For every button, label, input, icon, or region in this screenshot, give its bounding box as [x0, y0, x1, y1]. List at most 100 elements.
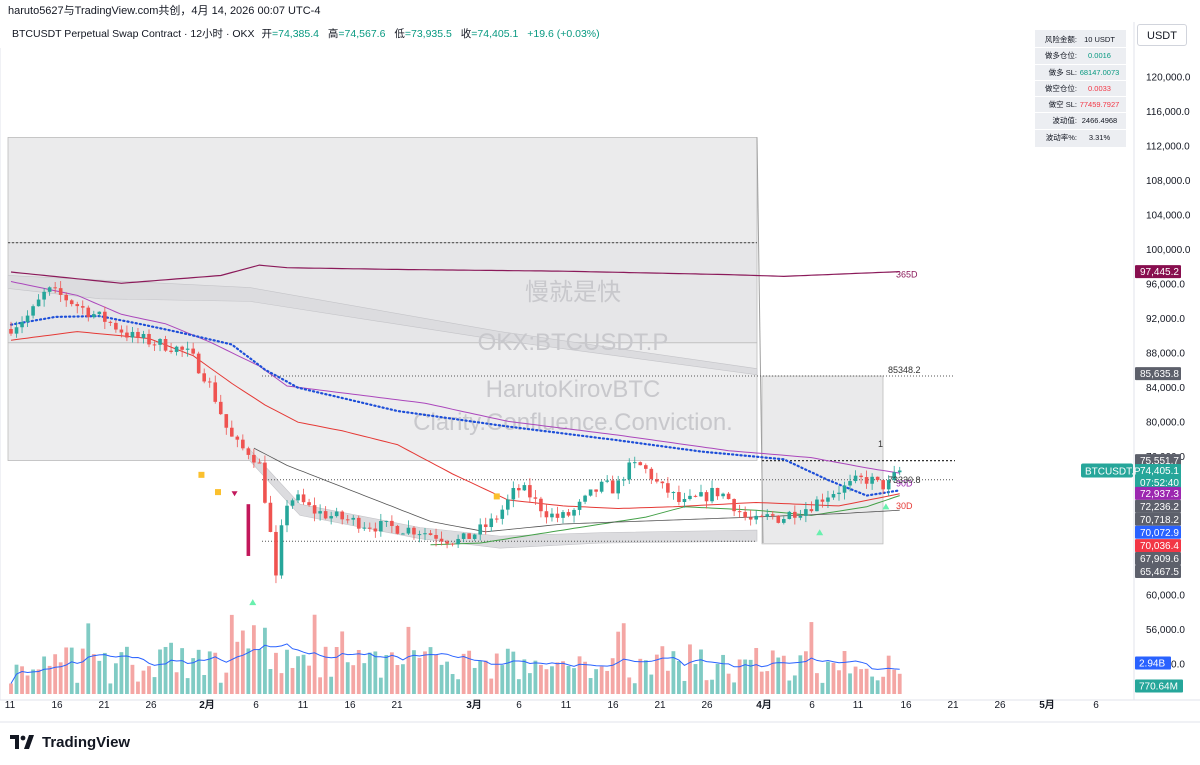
volume-bar: [897, 673, 902, 694]
candle-body: [583, 495, 587, 502]
volume-bar: [136, 681, 140, 694]
volume-bar: [86, 623, 91, 694]
volume-bar: [594, 669, 599, 694]
candle-body: [75, 304, 80, 307]
candle-body: [362, 527, 367, 529]
risk-row: 做空仓位: 0.0033: [1035, 81, 1126, 98]
range-box-top: [7, 137, 758, 244]
candle-body: [892, 472, 896, 481]
risk-row-label: 做多仓位:: [1044, 51, 1077, 61]
volume-bar: [539, 664, 543, 694]
volume-bar: [527, 673, 532, 694]
level-label: 73330.8: [888, 475, 921, 485]
volume-bar: [737, 659, 742, 694]
candle-body: [655, 479, 659, 482]
candle-body: [268, 502, 273, 532]
volume-bar: [831, 662, 836, 694]
candle-body: [417, 534, 422, 536]
candle-body: [715, 487, 720, 497]
candle-body: [213, 382, 218, 402]
candle-body: [743, 511, 747, 518]
candle-body: [897, 470, 902, 473]
risk-row: 波动率%: 3.31%: [1035, 130, 1126, 145]
volume-bar: [434, 654, 438, 694]
price-badge: [1135, 454, 1181, 468]
candle-body: [119, 329, 124, 333]
candle-body: [848, 481, 852, 486]
volume-bar: [864, 668, 869, 694]
time-tick-label: 21: [98, 700, 110, 711]
currency-selector[interactable]: USDT: [1137, 24, 1187, 46]
risk-row-label: 做空 SL:: [1048, 100, 1077, 110]
candle-body: [539, 498, 543, 512]
volume-bar: [147, 666, 151, 694]
candle-body: [191, 348, 195, 354]
volume-bar: [202, 675, 207, 694]
candle-body: [423, 533, 427, 535]
price-tick-label: 56,000.0: [1146, 625, 1185, 636]
time-tick-label: 21: [947, 700, 959, 711]
price-badge-text: 72,236.2: [1140, 502, 1179, 513]
candle-body: [53, 287, 57, 289]
risk-row-value: 0.0016: [1088, 51, 1111, 61]
price-badge: [1135, 525, 1181, 539]
volume-bar: [516, 679, 521, 694]
volume-bar: [285, 649, 289, 694]
close-value: =74,405.1: [471, 28, 519, 40]
candle-body: [379, 521, 383, 532]
candle-body: [334, 511, 339, 517]
volume-bar: [561, 661, 565, 694]
price-tick-label: 80,000.0: [1146, 418, 1185, 429]
volume-bar: [174, 672, 179, 694]
candle-body: [97, 311, 102, 315]
volume-bar: [710, 679, 714, 694]
volume-bar: [743, 659, 748, 694]
volume-bar: [765, 671, 770, 694]
tradingview-brand[interactable]: TradingView: [10, 732, 130, 752]
candle-body: [356, 517, 361, 529]
price-badge: [1135, 539, 1181, 553]
risk-row-value: 68147.0073: [1079, 67, 1120, 77]
risk-row-label: 风险金额:: [1044, 35, 1077, 44]
candle-body: [125, 332, 129, 338]
volume-bar: [643, 660, 648, 694]
volume-bar: [312, 614, 317, 694]
symbol-legend[interactable]: BTCUSDT Perpetual Swap Contract · 12小时 ·…: [12, 26, 600, 42]
volume-bar: [610, 658, 615, 694]
volume-bar: [483, 660, 488, 694]
candle-body: [185, 348, 190, 350]
volume-bar: [373, 651, 378, 694]
time-tick-label: 16: [607, 700, 619, 711]
volume-bar: [152, 677, 157, 694]
volume-bar: [207, 651, 212, 694]
volume-badge: [1135, 679, 1183, 693]
volume-bar: [688, 644, 692, 694]
candle-body: [174, 346, 179, 352]
candle-body: [566, 512, 571, 516]
volume-bar: [776, 657, 781, 694]
price-tick-label: 92,000.0: [1146, 314, 1185, 325]
candle-body: [290, 500, 295, 506]
volume-bar: [550, 666, 554, 694]
candle-body: [114, 322, 118, 330]
ma-label: 90D: [896, 478, 913, 488]
candle-body: [721, 493, 725, 497]
volume-bar: [859, 669, 863, 694]
symbol-badge-text: BTCUSDT.P: [1085, 466, 1141, 477]
candle-body: [108, 321, 113, 323]
volume-bar: [677, 660, 681, 694]
risk-row-label: 波动值:: [1052, 116, 1077, 126]
time-tick-label: 3月: [466, 699, 482, 711]
volume-bar: [522, 659, 527, 694]
candle-body: [301, 494, 306, 503]
low-label: 低: [394, 28, 405, 40]
chart-header: haruto5627与TradingView.com共创，4月 14, 2026…: [0, 0, 1200, 22]
symbol-badge: [1081, 463, 1133, 478]
candle-body: [163, 338, 168, 351]
candle-body: [522, 485, 527, 491]
open-label: 开: [261, 28, 272, 40]
open-value: =74,385.4: [271, 28, 319, 40]
volume-bar: [754, 647, 759, 694]
candle-body: [677, 492, 681, 503]
